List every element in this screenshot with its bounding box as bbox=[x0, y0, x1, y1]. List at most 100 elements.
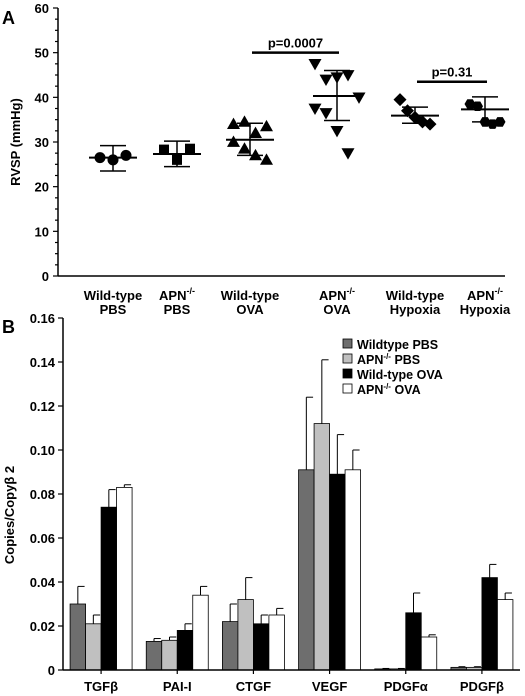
panel-a-xlabel-bottom: PBS bbox=[100, 302, 127, 317]
bar bbox=[116, 486, 133, 671]
panel-b-yticks: 0 0.02 0.04 0.06 0.08 0.10 0.12 0.14 0.16 bbox=[30, 311, 63, 678]
bar bbox=[69, 603, 86, 671]
panel-b-ylabel: Copies/Copyβ 2 bbox=[2, 466, 17, 564]
bar bbox=[85, 623, 102, 671]
legend-label: Wild-type OVA bbox=[357, 368, 443, 382]
data-point bbox=[330, 125, 344, 138]
legend-swatch bbox=[342, 338, 353, 349]
legend-swatch bbox=[342, 353, 353, 364]
data-point bbox=[227, 135, 240, 147]
panel-b-ytick-label: 0.16 bbox=[30, 311, 55, 326]
panel-a-xlabel-sup: -/- bbox=[494, 286, 503, 296]
panel-a-xlabel-top-text: APN bbox=[467, 288, 494, 303]
panel-a-xlabel-top-text: Wild-type bbox=[84, 288, 142, 303]
p-value-label: p=0.0007 bbox=[268, 36, 323, 51]
data-point bbox=[238, 115, 251, 127]
legend-label-text: Wildtype PBS bbox=[357, 338, 438, 352]
panel-b-ytick-label: 0.06 bbox=[30, 531, 55, 546]
panel-b-xlabel: PDGFα bbox=[384, 679, 428, 694]
panel-b-xlabels: TGFβ PAI-I CTGF VEGF PDGFα PDGFβ bbox=[84, 670, 504, 694]
data-point bbox=[308, 103, 322, 115]
legend-label-sup: -/- bbox=[383, 352, 391, 361]
bar bbox=[145, 641, 163, 671]
data-point bbox=[185, 143, 195, 154]
data-point bbox=[249, 126, 262, 138]
panel-b-xlabel: TGFβ bbox=[84, 679, 118, 694]
legend-label: APN-/- OVA bbox=[357, 382, 421, 397]
panel-a-yticks: 0 10 20 30 40 50 60 bbox=[35, 1, 58, 284]
panel-a-xlabel-bottom: Hypoxia bbox=[460, 302, 511, 317]
panel-b-bar-marks bbox=[69, 359, 514, 671]
legend-label: Wildtype PBS bbox=[357, 338, 438, 352]
panel-b-ytick-label: 0.12 bbox=[30, 399, 55, 414]
panel-a-xlabel-bottom: OVA bbox=[323, 302, 351, 317]
panel-a-marks: p=0.0007 p=0.31 bbox=[89, 36, 509, 172]
bar bbox=[497, 599, 514, 671]
legend-label-text: APN bbox=[357, 383, 383, 397]
panel-a-xlabel-top-text: Wild-type bbox=[221, 288, 279, 303]
bar bbox=[298, 469, 315, 671]
panel-a-ytick-label: 20 bbox=[35, 180, 49, 195]
panel-a-xlabel-top-text: APN bbox=[159, 288, 186, 303]
bar bbox=[268, 614, 285, 671]
panel-b-xlabel: PDGFβ bbox=[460, 679, 504, 694]
bar bbox=[405, 612, 422, 671]
bar bbox=[344, 469, 361, 671]
bar bbox=[253, 623, 270, 671]
bar bbox=[222, 621, 239, 671]
panel-a-label: A bbox=[2, 8, 15, 28]
panel-b-xlabel: VEGF bbox=[312, 679, 347, 694]
panel-a-xlabel-top: APN-/- bbox=[467, 286, 503, 303]
panel-a-xlabel-sup: -/- bbox=[186, 286, 195, 296]
data-point bbox=[423, 117, 437, 131]
panel-a-xlabel-bottom: OVA bbox=[236, 302, 264, 317]
legend-swatch bbox=[342, 383, 353, 394]
panel-a-ylabel: RVSP (mmHg) bbox=[8, 98, 23, 186]
panel-b-ytick-label: 0.10 bbox=[30, 443, 55, 458]
bar bbox=[100, 506, 117, 671]
bar bbox=[161, 639, 178, 671]
data-point bbox=[352, 92, 366, 104]
panel-a-ytick-label: 50 bbox=[35, 46, 49, 61]
panel-b-xlabel: PAI-I bbox=[163, 679, 192, 694]
panel-b-bars: B Copies/Copyβ 2 0 0.02 0.04 0.06 0.08 0.10 0.… bbox=[2, 311, 520, 694]
p-value-label: p=0.31 bbox=[432, 65, 473, 80]
panel-b-ytick-label: 0.14 bbox=[30, 355, 56, 370]
panel-a-xlabel-top: APN-/- bbox=[319, 286, 355, 303]
panel-a-xlabel-top-text: Wild-type bbox=[386, 288, 444, 303]
data-point bbox=[341, 70, 355, 82]
panel-b-ytick-label: 0.04 bbox=[30, 575, 56, 590]
data-point bbox=[238, 142, 251, 154]
bar bbox=[313, 423, 330, 671]
panel-a-ytick-label: 0 bbox=[42, 269, 49, 284]
data-point bbox=[308, 58, 322, 71]
data-point bbox=[341, 148, 355, 160]
panel-b-ytick-label: 0.08 bbox=[30, 487, 55, 502]
panel-a-ytick-label: 10 bbox=[35, 224, 49, 239]
panel-a-xlabels: Wild-typePBSAPN-/-PBSWild-typeOVAAPN-/-O… bbox=[84, 286, 511, 317]
panel-a-xlabel-bottom: PBS bbox=[164, 302, 191, 317]
panel-a-xlabel-top: APN-/- bbox=[159, 286, 195, 303]
legend-label-sup: -/- bbox=[383, 382, 391, 391]
data-point bbox=[120, 149, 132, 161]
panel-b-ytick-label: 0 bbox=[48, 663, 55, 678]
bar bbox=[192, 594, 209, 671]
panel-a-xlabel-top: Wild-type bbox=[84, 288, 142, 303]
data-point bbox=[249, 148, 262, 161]
panel-b-xlabel: CTGF bbox=[236, 679, 271, 694]
data-point bbox=[159, 144, 169, 155]
data-point bbox=[393, 93, 407, 107]
data-point bbox=[494, 117, 506, 127]
panel-a-xlabel-sup: -/- bbox=[346, 286, 355, 296]
bar bbox=[481, 577, 498, 671]
data-point bbox=[260, 153, 273, 165]
bar bbox=[237, 599, 254, 671]
panel-a-xlabel-top: Wild-type bbox=[221, 288, 279, 303]
panel-b-label: B bbox=[2, 317, 15, 337]
legend-label-tail: PBS bbox=[391, 353, 420, 367]
legend-label: APN-/- PBS bbox=[357, 352, 420, 367]
panel-a-ytick-label: 60 bbox=[35, 1, 49, 16]
